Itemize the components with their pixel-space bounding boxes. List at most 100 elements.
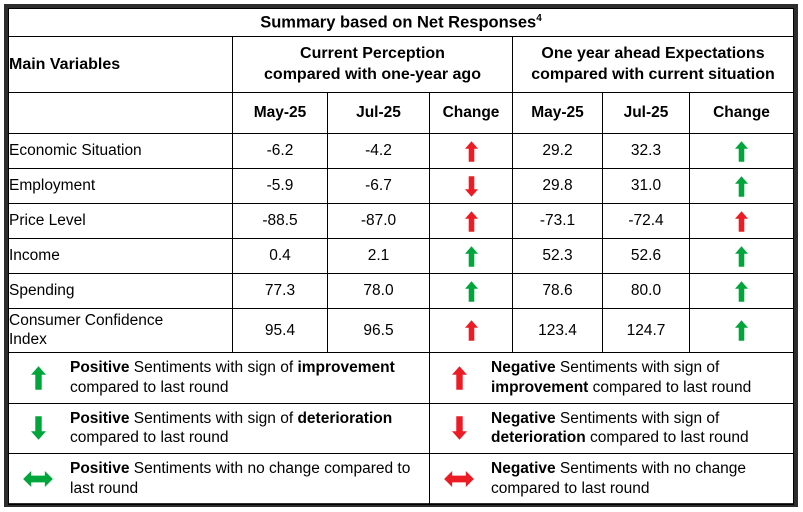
ex-change-cell <box>689 203 794 239</box>
cp-jul25-value: 2.1 <box>327 238 430 274</box>
green-up-arrow-icon <box>735 245 748 267</box>
legend-positive-deterioration: Positive Sentiments with sign of deterio… <box>8 402 430 455</box>
red-down-arrow-icon <box>443 416 475 441</box>
red-up-arrow-icon <box>443 366 475 390</box>
cp-change-cell <box>429 273 513 309</box>
red-left-right-arrow-icon <box>443 471 475 488</box>
cp-jul25-value: -6.7 <box>327 168 430 204</box>
current-perception-line2: compared with one-year ago <box>264 65 481 83</box>
ex-may25-value: -73.1 <box>512 203 603 239</box>
green-up-arrow-icon <box>464 280 478 302</box>
green-up-arrow-icon <box>735 280 748 302</box>
legend-text: Positive Sentiments with sign of improve… <box>70 359 395 396</box>
green-up-arrow-icon <box>735 175 748 197</box>
legend-negative-deterioration: Negative Sentiments with sign of deterio… <box>429 402 794 455</box>
green-up-arrow-icon <box>22 366 54 390</box>
red-up-arrow-icon <box>464 210 478 232</box>
cp-may25-value: 0.4 <box>232 238 328 274</box>
legend-negative-nochange: Negative Sentiments with no change compa… <box>429 453 794 505</box>
cp-may25-value: -5.9 <box>232 168 328 204</box>
ex-may25-value: 52.3 <box>512 238 603 274</box>
empty-subheader-cell <box>8 92 233 134</box>
red-down-arrow-icon <box>464 175 478 197</box>
ex-change-cell <box>689 308 794 353</box>
cp-change-cell <box>429 133 513 169</box>
cp-change-cell <box>429 168 513 204</box>
legend-text: Negative Sentiments with sign of deterio… <box>491 409 749 447</box>
cp-may25-value: -6.2 <box>232 133 328 169</box>
cp-may25-value: 95.4 <box>232 308 328 353</box>
table-row: Income 0.4 2.1 52.3 52.6 <box>8 238 794 274</box>
legend-text: Positive Sentiments with sign of deterio… <box>70 409 393 447</box>
green-up-arrow-icon <box>735 320 748 341</box>
legend-row: Positive Sentiments with sign of deterio… <box>8 402 794 455</box>
cp-change-header: Change <box>429 92 513 134</box>
red-up-arrow-icon <box>464 320 478 341</box>
ex-may25-value: 123.4 <box>512 308 603 353</box>
ex-may25-value: 29.8 <box>512 168 603 204</box>
green-up-arrow-icon <box>464 245 478 267</box>
row-label: Consumer Confidence Index <box>8 308 233 353</box>
legend-positive-improvement: Positive Sentiments with sign of improve… <box>8 352 430 404</box>
cp-may25-value: 77.3 <box>232 273 328 309</box>
subheader-row: May-25 Jul-25 Change May-25 Jul-25 Chang… <box>8 92 794 134</box>
ex-jul25-value: 80.0 <box>602 273 690 309</box>
legend-text: Negative Sentiments with sign of improve… <box>491 359 752 396</box>
summary-table: Summary based on Net Responses4 Main Var… <box>8 8 794 505</box>
table-row: Economic Situation -6.2 -4.2 29.2 32.3 <box>8 133 794 169</box>
ex-change-cell <box>689 238 794 274</box>
ex-may25-value: 29.2 <box>512 133 603 169</box>
row-label: Price Level <box>8 203 233 239</box>
current-perception-line1: Current Perception <box>300 44 445 62</box>
ex-jul25-value: 31.0 <box>602 168 690 204</box>
cp-jul25-value: -87.0 <box>327 203 430 239</box>
expectations-header: One year ahead Expectations compared wit… <box>512 36 794 93</box>
green-up-arrow-icon <box>735 140 748 162</box>
expectations-line2: compared with current situation <box>531 65 775 83</box>
summary-table-container: Summary based on Net Responses4 Main Var… <box>4 4 798 507</box>
ex-change-cell <box>689 273 794 309</box>
cp-change-cell <box>429 308 513 353</box>
ex-jul25-header: Jul-25 <box>602 92 690 134</box>
ex-change-cell <box>689 133 794 169</box>
legend-text: Negative Sentiments with no change compa… <box>491 460 747 498</box>
group-header-row: Main Variables Current Perception compar… <box>8 36 794 93</box>
cp-change-cell <box>429 203 513 239</box>
red-up-arrow-icon <box>464 140 478 162</box>
ex-jul25-value: 52.6 <box>602 238 690 274</box>
expectations-line1: One year ahead Expectations <box>541 44 765 62</box>
cp-change-cell <box>429 238 513 274</box>
main-variables-header: Main Variables <box>8 36 233 93</box>
row-label: Spending <box>8 273 233 309</box>
legend-positive-nochange: Positive Sentiments with no change compa… <box>8 453 430 505</box>
current-perception-header: Current Perception compared with one-yea… <box>232 36 513 93</box>
title-footnote-marker: 4 <box>536 12 542 24</box>
row-label: Employment <box>8 168 233 204</box>
legend-row: Positive Sentiments with sign of improve… <box>8 352 794 404</box>
legend-text: Positive Sentiments with no change compa… <box>70 460 411 498</box>
cp-jul25-value: -4.2 <box>327 133 430 169</box>
ex-change-header: Change <box>689 92 794 134</box>
ex-jul25-value: 124.7 <box>602 308 690 353</box>
table-row: Consumer Confidence Index 95.4 96.5 123.… <box>8 308 794 353</box>
ex-may25-value: 78.6 <box>512 273 603 309</box>
table-row: Employment -5.9 -6.7 29.8 31.0 <box>8 168 794 204</box>
cp-jul25-header: Jul-25 <box>327 92 430 134</box>
cp-jul25-value: 96.5 <box>327 308 430 353</box>
cp-jul25-value: 78.0 <box>327 273 430 309</box>
row-label: Income <box>8 238 233 274</box>
table-title: Summary based on Net Responses4 <box>8 8 794 37</box>
row-label: Economic Situation <box>8 133 233 169</box>
cp-may25-value: -88.5 <box>232 203 328 239</box>
green-left-right-arrow-icon <box>22 471 54 488</box>
table-title-text: Summary based on Net Responses <box>260 13 537 32</box>
ex-may25-header: May-25 <box>512 92 603 134</box>
ex-jul25-value: -72.4 <box>602 203 690 239</box>
ex-jul25-value: 32.3 <box>602 133 690 169</box>
table-row: Spending 77.3 78.0 78.6 80.0 <box>8 273 794 309</box>
legend-negative-improvement: Negative Sentiments with sign of improve… <box>429 352 794 404</box>
red-up-arrow-icon <box>735 210 748 232</box>
title-row: Summary based on Net Responses4 <box>8 8 794 37</box>
legend-row: Positive Sentiments with no change compa… <box>8 453 794 505</box>
ex-change-cell <box>689 168 794 204</box>
